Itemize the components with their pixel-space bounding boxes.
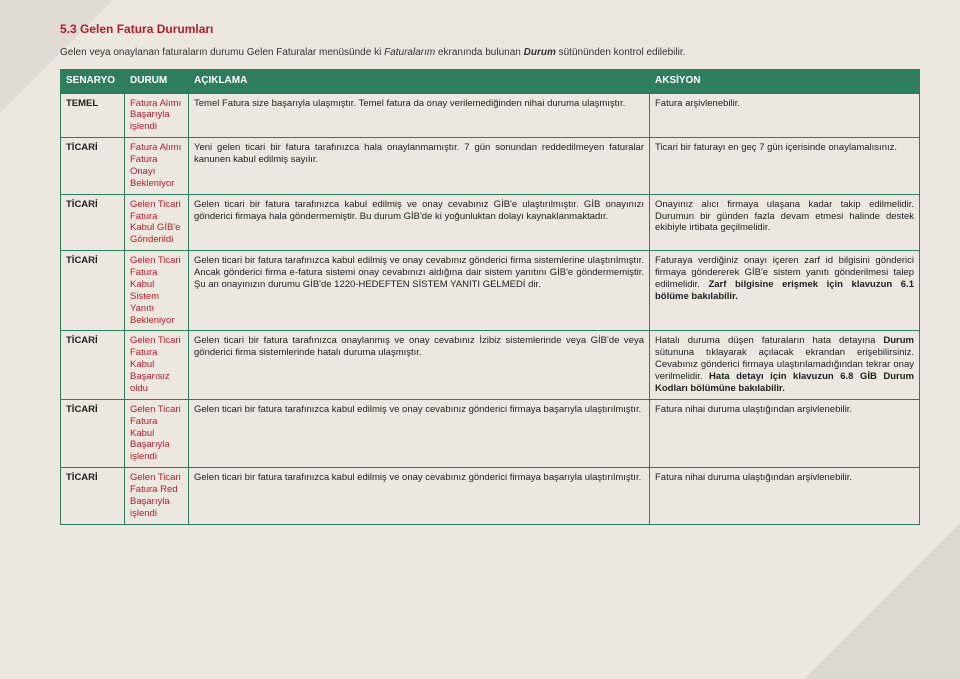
col-header-aksiyon: AKSİYON [650, 70, 920, 94]
cell-senaryo: TİCARİ [61, 468, 125, 525]
cell-senaryo: TİCARİ [61, 399, 125, 467]
cell-aciklama: Gelen ticari bir fatura tarafınızca kabu… [189, 468, 650, 525]
cell-senaryo: TİCARİ [61, 331, 125, 399]
col-header-aciklama: AÇIKLAMA [189, 70, 650, 94]
table-row: TİCARİGelen Ticari Fatura Kabul Başarısı… [61, 331, 920, 399]
cell-aksiyon: Fatura nihai duruma ulaştığından arşivle… [650, 399, 920, 467]
cell-aksiyon: Onayınız alıcı firmaya ulaşana kadar tak… [650, 194, 920, 251]
table-row: TİCARİGelen Ticari Fatura Kabul GİB'e Gö… [61, 194, 920, 251]
table-row: TİCARİFatura Alımı Fatura Onayı Bekleniy… [61, 138, 920, 195]
cell-aksiyon: Fatura arşivlenebilir. [650, 93, 920, 138]
cell-aksiyon: Faturaya verdiğiniz onayı içeren zarf id… [650, 251, 920, 331]
cell-aciklama: Gelen ticari bir fatura tarafınızca kabu… [189, 251, 650, 331]
cell-senaryo: TİCARİ [61, 194, 125, 251]
cell-aciklama: Gelen ticari bir fatura tarafınızca onay… [189, 331, 650, 399]
status-table: SENARYO DURUM AÇIKLAMA AKSİYON TEMELFatu… [60, 69, 920, 525]
cell-durum: Gelen Ticari Fatura Red Başarıyla işlend… [125, 468, 189, 525]
table-header-row: SENARYO DURUM AÇIKLAMA AKSİYON [61, 70, 920, 94]
cell-aciklama: Temel Fatura size başarıyla ulaşmıştır. … [189, 93, 650, 138]
cell-senaryo: TEMEL [61, 93, 125, 138]
table-row: TEMELFatura Alımı Başarıyla işlendiTemel… [61, 93, 920, 138]
cell-aciklama: Yeni gelen ticari bir fatura tarafınızca… [189, 138, 650, 195]
cell-aciklama: Gelen ticari bir fatura tarafınızca kabu… [189, 399, 650, 467]
cell-durum: Fatura Alımı Başarıyla işlendi [125, 93, 189, 138]
col-header-senaryo: SENARYO [61, 70, 125, 94]
table-row: TİCARİGelen Ticari Fatura Red Başarıyla … [61, 468, 920, 525]
cell-durum: Gelen Ticari Fatura Kabul Başarısız oldu [125, 331, 189, 399]
col-header-durum: DURUM [125, 70, 189, 94]
cell-aksiyon: Hatalı duruma düşen faturaların hata det… [650, 331, 920, 399]
cell-aciklama: Gelen ticari bir fatura tarafınızca kabu… [189, 194, 650, 251]
cell-durum: Gelen Ticari Fatura Kabul Başarıyla işle… [125, 399, 189, 467]
intro-text: Gelen veya onaylanan faturaların durumu … [60, 46, 920, 59]
section-title: 5.3 Gelen Fatura Durumları [60, 22, 920, 36]
table-row: TİCARİGelen Ticari Fatura Kabul Başarıyl… [61, 399, 920, 467]
cell-senaryo: TİCARİ [61, 138, 125, 195]
table-row: TİCARİGelen Ticari Fatura Kabul Sistem Y… [61, 251, 920, 331]
cell-senaryo: TİCARİ [61, 251, 125, 331]
cell-aksiyon: Fatura nihai duruma ulaştığından arşivle… [650, 468, 920, 525]
cell-durum: Gelen Ticari Fatura Kabul GİB'e Gönderil… [125, 194, 189, 251]
cell-aksiyon: Ticari bir faturayı en geç 7 gün içerisi… [650, 138, 920, 195]
cell-durum: Fatura Alımı Fatura Onayı Bekleniyor [125, 138, 189, 195]
cell-durum: Gelen Ticari Fatura Kabul Sistem Yanıtı … [125, 251, 189, 331]
